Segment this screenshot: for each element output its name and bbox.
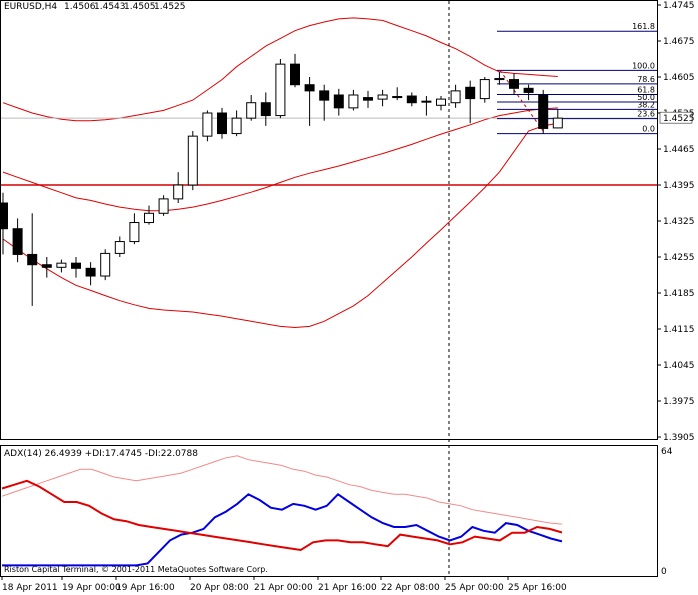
adx-line-di	[2, 492, 563, 567]
fib-level-label: 61.8	[637, 85, 655, 94]
adx-title: ADX(14) 26.4939 +DI:17.4745 -DI:22.0788	[4, 449, 198, 459]
price-tick-label: 1.4045	[663, 361, 695, 371]
price-tick-label: 1.3905	[663, 433, 695, 443]
candle-bull	[231, 117, 242, 135]
candle-bull	[450, 90, 461, 104]
candle-bear	[319, 90, 330, 101]
candle-bear	[217, 112, 227, 135]
adx-line-adx	[1, 455, 563, 525]
low-value: 1.4505	[124, 2, 156, 12]
price-tick-label: 1.4605	[663, 73, 695, 83]
candle-bear	[27, 253, 38, 266]
candle-bear	[12, 228, 23, 255]
high-value: 1.4543	[94, 2, 126, 12]
candle-bear	[509, 79, 519, 89]
footer-copyright: Riston Capital Terminal, © 2001-2011 Met…	[4, 565, 268, 574]
candle-bull	[114, 241, 125, 254]
bollinger-lower-line	[2, 122, 558, 329]
current-price-box	[659, 111, 693, 124]
symbol-label: EURUSD,H4	[4, 2, 57, 12]
bollinger-upper-line	[2, 17, 558, 122]
candle-bull	[100, 252, 111, 277]
adx-ymin-label: 0	[661, 567, 667, 577]
fib-trend-line	[499, 70, 546, 134]
time-tick-label: 21 Apr 16:00	[318, 583, 377, 593]
candle-bear	[406, 95, 417, 104]
adx-pane	[0, 445, 658, 577]
adx-ymax-label: 64	[661, 447, 673, 457]
candle-bear	[465, 86, 476, 100]
candle-bear	[363, 97, 373, 101]
price-tick-label: 1.4745	[663, 1, 695, 11]
bollinger-middle-line	[2, 107, 558, 212]
price-tick-label: 1.4675	[663, 37, 695, 47]
candle-bull	[377, 94, 388, 100]
candle-bull	[421, 100, 432, 103]
open-value: 1.4506	[64, 2, 96, 12]
close-value: 1.4525	[154, 2, 186, 12]
candle-bull	[187, 135, 198, 186]
price-tick-label: 1.4115	[663, 325, 695, 335]
candle-bear	[290, 63, 300, 86]
adx-series	[1, 455, 563, 567]
fib-level-label: 38.2	[637, 100, 655, 109]
price-axis: 1.47451.46751.46051.45351.44651.43951.43…	[657, 1, 695, 443]
fib-level-label: 0.0	[642, 125, 655, 134]
fib-level-label: 23.6	[637, 110, 655, 119]
candle-bear	[304, 84, 315, 92]
candle-bull	[552, 117, 563, 129]
candle-bull	[392, 96, 403, 99]
candle-bull	[348, 94, 359, 109]
candle-bull	[56, 262, 67, 268]
candle-bear	[41, 264, 52, 268]
fib-level-label: 50.0	[637, 93, 655, 102]
time-tick-label: 19 Apr 00:00	[62, 583, 121, 593]
candle-bear	[333, 94, 344, 109]
candle-bear	[85, 267, 96, 277]
candle-bull	[494, 78, 505, 81]
time-tick-label: 18 Apr 2011	[2, 583, 58, 593]
fibonacci-retracement: 161.8 100.0 78.661.850.038.223.6 0.0	[497, 22, 657, 135]
time-tick-label: 21 Apr 00:00	[254, 583, 313, 593]
time-tick-label: 25 Apr 16:00	[508, 583, 567, 593]
price-tick-label: 1.3975	[663, 397, 695, 407]
candle-bear	[523, 87, 534, 93]
candles	[0, 53, 563, 306]
candle-bull	[173, 184, 184, 200]
bollinger-bands	[2, 17, 558, 329]
fib-level-label: 161.8	[632, 22, 655, 31]
price-tick-label: 1.4255	[663, 253, 695, 263]
fib-level-label: 78.6	[637, 75, 655, 84]
candle-bull	[202, 112, 213, 137]
candle-bull	[129, 222, 140, 243]
candle-bear	[538, 94, 549, 129]
time-tick-label: 22 Apr 08:00	[381, 583, 440, 593]
candle-bull	[275, 63, 286, 117]
candle-bull	[436, 98, 446, 106]
price-tick-label: 1.4185	[663, 289, 695, 299]
time-tick-label: 19 Apr 16:00	[116, 583, 175, 593]
time-tick-label: 20 Apr 08:00	[190, 583, 249, 593]
current-price-label: 1.4525	[663, 114, 695, 124]
candle-bear	[71, 262, 81, 269]
time-tick-label: 25 Apr 00:00	[445, 583, 504, 593]
candle-bull	[158, 198, 169, 214]
candle-bull	[144, 212, 154, 224]
adx-line-di	[1, 479, 563, 552]
candle-bear	[260, 102, 271, 117]
fib-level-label: 100.0	[632, 61, 655, 70]
candle-bear	[0, 202, 8, 230]
candle-bull	[246, 102, 257, 119]
price-tick-label: 1.4395	[663, 181, 695, 191]
candle-bull	[479, 79, 490, 100]
price-tick-label: 1.4465	[663, 145, 695, 155]
price-tick-label: 1.4325	[663, 217, 695, 227]
